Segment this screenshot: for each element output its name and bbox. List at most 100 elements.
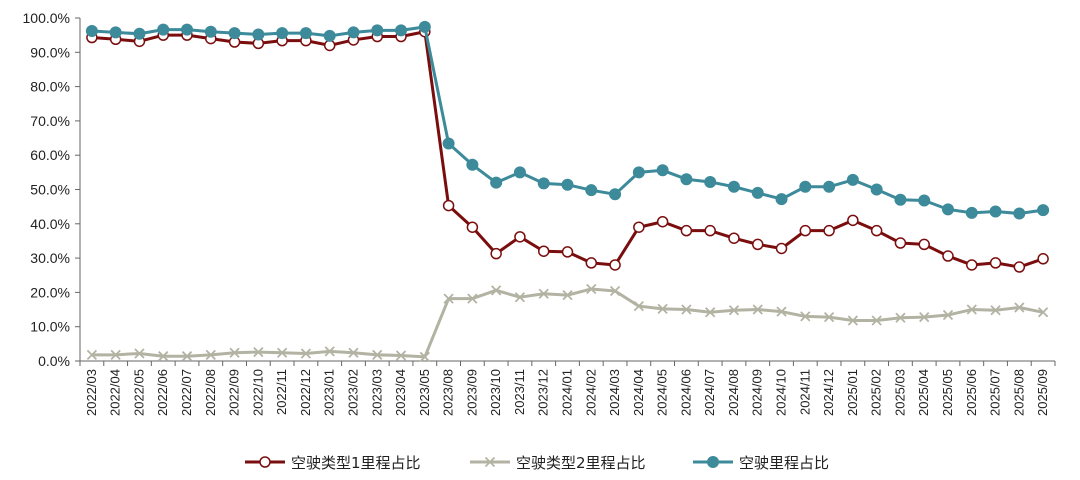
x-tick-label: 2025/09 — [1035, 369, 1050, 416]
series-0-point-30 — [799, 224, 812, 237]
x-tick-label: 2022/11 — [274, 369, 289, 415]
series-2-point-20 — [561, 178, 574, 191]
x-tick-label: 2025/07 — [988, 369, 1003, 416]
x-tick-label: 2024/03 — [607, 369, 622, 416]
series-1-point-18 — [514, 292, 526, 303]
legend-label: 空驶里程占比 — [739, 454, 829, 472]
series-1-point-20 — [562, 290, 573, 301]
series-2-point-9 — [299, 27, 312, 40]
series-1-point-17 — [491, 285, 502, 296]
series-2-point-29 — [775, 193, 788, 206]
legend-item-0: 空驶类型1里程占比 — [245, 454, 421, 472]
y-tick-label: 90.0% — [30, 44, 70, 60]
series-0-point-27 — [728, 232, 740, 244]
x-tick-label: 2025/02 — [869, 369, 884, 416]
series-1-point-40 — [1037, 307, 1049, 318]
series-0-point-16 — [466, 221, 479, 233]
series-1-point-30 — [800, 311, 811, 322]
x-tick-label: 2024/01 — [560, 369, 575, 416]
series-1-point-3 — [158, 351, 169, 362]
series-0-point-legend — [259, 456, 271, 468]
x-tick-label: 2023/11 — [512, 369, 527, 415]
x-tick-label: 2025/05 — [940, 369, 955, 416]
series-2-point-10 — [323, 29, 336, 42]
series-1-point-legend — [484, 456, 496, 468]
x-tick-label: 2024/07 — [702, 369, 717, 416]
series-1-point-23 — [633, 300, 644, 312]
series-1-point-33 — [871, 315, 882, 326]
series-1-point-37 — [966, 304, 977, 315]
x-tick-label: 2022/03 — [84, 369, 99, 416]
series-1-line — [91, 287, 1044, 359]
x-tick-label: 2022/06 — [155, 369, 170, 416]
legend-item-2: 空驶里程占比 — [693, 454, 829, 472]
series-2-point-24 — [656, 164, 669, 177]
series-0-point-23 — [633, 221, 645, 233]
series-0-point-17 — [490, 247, 502, 260]
series-layer — [85, 20, 1050, 363]
series-2-point-34 — [894, 193, 907, 206]
series-2-point-39 — [1013, 207, 1026, 220]
series-1-point-13 — [395, 350, 407, 361]
series-1-point-29 — [776, 306, 787, 317]
series-0-point-34 — [894, 237, 907, 249]
series-2-point-13 — [395, 24, 408, 37]
x-tick-label: 2023/05 — [417, 369, 432, 416]
series-0-point-40 — [1037, 253, 1049, 265]
series-1-point-28 — [752, 304, 763, 315]
series-2-point-19 — [537, 177, 550, 190]
series-0-point-36 — [942, 250, 954, 262]
y-tick-label: 10.0% — [30, 319, 70, 335]
series-2-point-32 — [846, 173, 859, 186]
series-2-point-15 — [442, 137, 455, 150]
y-tick-label: 80.0% — [30, 79, 70, 95]
x-tick-label: 2025/06 — [964, 369, 979, 416]
series-2-point-16 — [466, 158, 479, 171]
series-0-point-29 — [775, 242, 788, 255]
series-1-point-16 — [467, 293, 478, 304]
series-2-point-legend — [707, 456, 719, 468]
series-2-point-11 — [347, 26, 360, 39]
series-1-point-5 — [205, 349, 216, 360]
y-tick-label: 60.0% — [30, 147, 70, 163]
x-tick-label: 2024/02 — [583, 369, 598, 416]
series-0-point-25 — [680, 224, 693, 237]
series-0-point-31 — [823, 224, 835, 237]
x-tick-label: 2022/07 — [179, 369, 194, 416]
series-1-point-8 — [276, 347, 288, 358]
series-2-point-3 — [157, 23, 170, 36]
series-1-point-22 — [609, 285, 621, 297]
series-1 — [86, 283, 1049, 363]
series-1-point-24 — [657, 303, 668, 315]
x-tick-label: 2022/04 — [108, 369, 123, 416]
series-0-point-38 — [989, 257, 1002, 269]
series-2-point-38 — [989, 205, 1002, 218]
y-tick-label: 100.0% — [23, 10, 70, 26]
series-0-point-21 — [585, 257, 598, 269]
series-1-point-9 — [300, 348, 312, 359]
series-2-point-12 — [371, 24, 384, 37]
series-0-point-32 — [847, 214, 859, 227]
series-2-point-25 — [680, 173, 693, 186]
series-2-point-31 — [823, 180, 836, 193]
x-tick-label: 2024/09 — [750, 369, 765, 416]
x-tick-label: 2023/03 — [369, 369, 384, 416]
x-tick-label: 2024/06 — [678, 369, 693, 416]
legend-label: 空驶类型1里程占比 — [291, 454, 421, 472]
series-2-point-6 — [228, 27, 241, 40]
x-tick-label: 2023/12 — [536, 369, 551, 416]
y-tick-label: 70.0% — [30, 113, 70, 129]
series-2-point-28 — [751, 186, 764, 199]
series-0-point-33 — [870, 224, 883, 237]
series-2 — [85, 20, 1050, 220]
x-tick-label: 2025/03 — [892, 369, 907, 416]
series-1-point-27 — [728, 305, 740, 316]
x-tick-label: 2022/10 — [250, 369, 265, 416]
series-1-point-25 — [681, 304, 692, 315]
series-2-point-8 — [276, 27, 289, 40]
x-tick-label: 2024/04 — [631, 369, 646, 416]
series-1-point-7 — [253, 346, 264, 358]
series-2-point-14 — [418, 20, 431, 33]
series-2-point-1 — [109, 26, 122, 39]
